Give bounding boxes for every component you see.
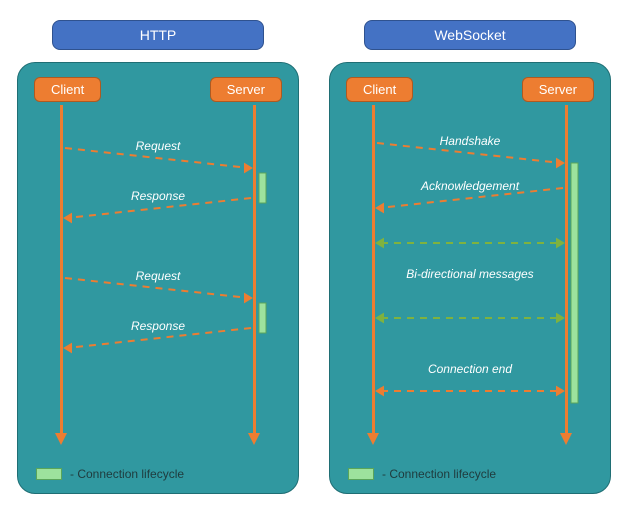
- legend-text: - Connection lifecycle: [70, 467, 184, 481]
- server-actor: Server: [210, 77, 282, 102]
- websocket-column: WebSocket Client Server Handshake Acknowl…: [329, 20, 611, 494]
- legend-swatch: [348, 468, 374, 480]
- svg-text:Connection end: Connection end: [428, 362, 512, 376]
- websocket-title: WebSocket: [364, 20, 576, 50]
- client-actor: Client: [34, 77, 101, 102]
- diagram-container: HTTP Client Server Request Response Reques…: [20, 20, 608, 494]
- client-actor: Client: [346, 77, 413, 102]
- svg-text:Request: Request: [136, 269, 181, 283]
- svg-text:Acknowledgement: Acknowledgement: [420, 179, 520, 193]
- server-actor: Server: [522, 77, 594, 102]
- client-lifeline: [372, 105, 375, 435]
- legend: - Connection lifecycle: [36, 467, 184, 481]
- http-panel: Client Server Request Response Request Resp…: [17, 62, 299, 494]
- svg-text:Response: Response: [131, 189, 185, 203]
- websocket-panel: Client Server Handshake Acknowledgement Bi…: [329, 62, 611, 494]
- legend-text: - Connection lifecycle: [382, 467, 496, 481]
- http-column: HTTP Client Server Request Response Reques…: [17, 20, 299, 494]
- svg-text:Bi-directional messages: Bi-directional messages: [406, 267, 533, 281]
- svg-text:Handshake: Handshake: [440, 134, 501, 148]
- svg-text:Request: Request: [136, 139, 181, 153]
- http-title: HTTP: [52, 20, 264, 50]
- server-lifeline: [253, 105, 256, 435]
- server-lifeline: [565, 105, 568, 435]
- client-lifeline: [60, 105, 63, 435]
- legend: - Connection lifecycle: [348, 467, 496, 481]
- svg-text:Response: Response: [131, 319, 185, 333]
- legend-swatch: [36, 468, 62, 480]
